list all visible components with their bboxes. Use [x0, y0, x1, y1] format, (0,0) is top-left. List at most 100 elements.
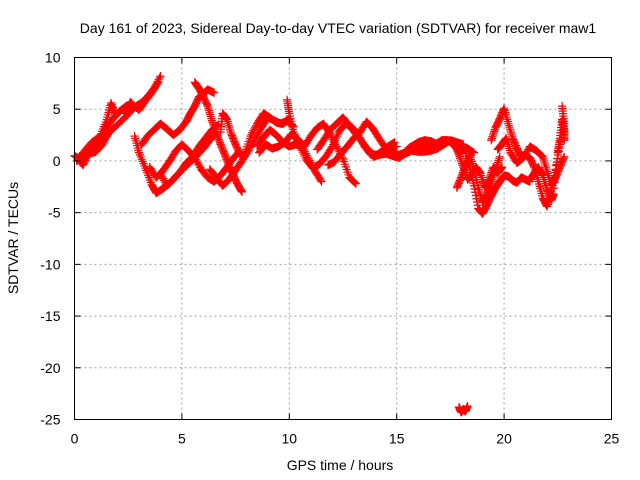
- data-point: [473, 201, 482, 210]
- y-axis-label: SDTVAR / TECUs: [5, 182, 21, 294]
- data-point: [495, 114, 504, 123]
- data-point: [450, 140, 459, 149]
- chart-title: Day 161 of 2023, Sidereal Day-to-day VTE…: [80, 20, 597, 36]
- data-point: [202, 100, 212, 109]
- data-point: [553, 154, 562, 163]
- data-point: [230, 138, 240, 148]
- data-point: [542, 185, 552, 194]
- data-point: [214, 135, 223, 144]
- data-point: [455, 176, 465, 185]
- data-point: [544, 188, 553, 197]
- data-point: [218, 144, 227, 153]
- data-point: [350, 178, 360, 187]
- data-point: [453, 180, 463, 189]
- data-point: [551, 172, 560, 181]
- data-point: [233, 144, 242, 153]
- data-point: [454, 179, 463, 188]
- data-point: [471, 188, 480, 197]
- data-point: [222, 114, 231, 123]
- data-point: [229, 134, 238, 143]
- data-point: [537, 151, 546, 161]
- data-point: [511, 139, 520, 149]
- data-point: [558, 155, 568, 164]
- data-point: [486, 181, 495, 190]
- data-point: [237, 187, 247, 197]
- data-point: [106, 98, 116, 108]
- data-point: [489, 129, 498, 138]
- x-tick-label: 0: [71, 431, 79, 447]
- data-point: [216, 140, 225, 149]
- data-point: [228, 132, 237, 142]
- data-point: [233, 146, 243, 155]
- data-point: [470, 184, 479, 194]
- x-tick-label: 15: [389, 431, 405, 447]
- data-point: [109, 106, 119, 115]
- data-point: [508, 134, 517, 143]
- data-point: [107, 100, 116, 109]
- data-point: [110, 107, 119, 116]
- data-point: [472, 197, 482, 207]
- data-point: [529, 161, 538, 170]
- data-point: [223, 157, 232, 166]
- data-point: [469, 148, 479, 157]
- data-point: [496, 111, 506, 120]
- data-point: [217, 141, 226, 150]
- data-point: [232, 143, 241, 152]
- data-point: [560, 152, 569, 161]
- data-point: [212, 128, 221, 138]
- data-point: [558, 157, 567, 166]
- data-point: [511, 141, 520, 150]
- data-point: [487, 134, 496, 143]
- y-tick-label: -5: [48, 205, 61, 221]
- data-point: [458, 170, 467, 179]
- data-point: [488, 130, 498, 140]
- data-point: [455, 177, 464, 187]
- y-tick-label: 5: [53, 101, 61, 117]
- data-point: [230, 137, 239, 146]
- x-tick-label: 10: [282, 431, 298, 447]
- data-point: [560, 136, 569, 145]
- data-point: [550, 178, 559, 187]
- data-point: [509, 137, 519, 146]
- data-point: [451, 143, 461, 152]
- data-point: [229, 135, 238, 145]
- data-point: [109, 104, 118, 114]
- data-point: [218, 146, 228, 155]
- data-point: [224, 160, 233, 169]
- y-tick-labels: -25 -20 -15 -10 -5 0 5 10: [40, 50, 60, 428]
- data-point: [452, 183, 461, 192]
- data-point: [453, 182, 462, 191]
- data-point: [556, 161, 565, 170]
- data-point: [210, 88, 219, 97]
- x-tick-label: 20: [496, 431, 512, 447]
- y-tick-label: 10: [45, 50, 61, 66]
- data-point: [213, 132, 222, 141]
- data-point: [559, 154, 568, 163]
- y-tick-label: -15: [40, 308, 60, 324]
- y-tick-label: -10: [40, 256, 60, 272]
- data-point: [487, 136, 496, 145]
- data-point: [471, 191, 480, 200]
- data-point: [217, 143, 226, 152]
- data-point: [497, 163, 507, 172]
- data-point: [497, 109, 506, 119]
- data-point: [221, 153, 231, 163]
- data-point: [316, 176, 325, 185]
- data-point: [351, 179, 360, 188]
- data-point: [214, 133, 223, 142]
- data-point: [557, 158, 566, 167]
- data-point: [510, 138, 519, 147]
- data-point: [557, 102, 567, 111]
- data-point: [220, 149, 229, 158]
- x-tick-labels: 0 5 10 15 20 25: [71, 431, 620, 447]
- data-point: [215, 137, 224, 146]
- data-point: [452, 144, 461, 153]
- data-point: [552, 160, 561, 169]
- data-point: [108, 103, 117, 112]
- data-point: [317, 177, 326, 186]
- data-point: [457, 171, 466, 180]
- data-point: [232, 141, 241, 150]
- data-point: [459, 166, 468, 176]
- data-point: [454, 149, 463, 158]
